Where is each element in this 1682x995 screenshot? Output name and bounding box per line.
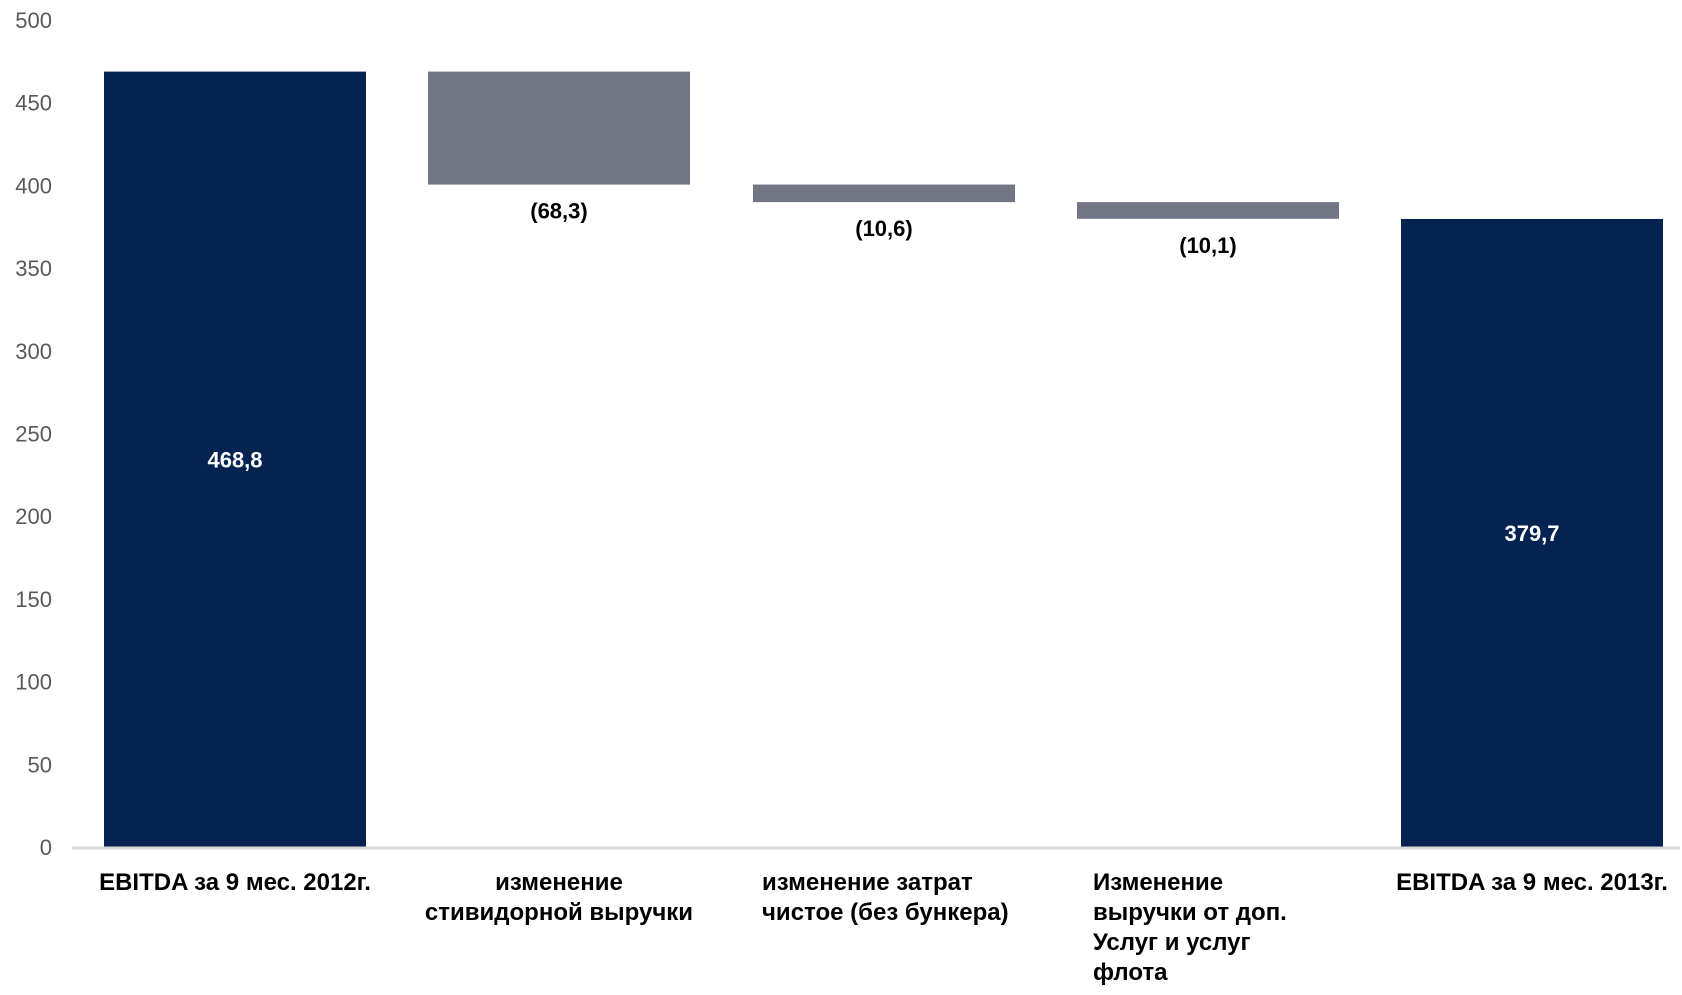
y-tick-label-4: 200 xyxy=(15,504,52,529)
y-tick-label-2: 100 xyxy=(15,670,52,695)
y-tick-label-0: 0 xyxy=(40,835,52,860)
y-tick-label-9: 450 xyxy=(15,91,52,116)
data-label-1: (68,3) xyxy=(530,199,587,224)
category-label-2-line-0: изменение затрат xyxy=(762,869,973,896)
bar-2 xyxy=(753,184,1015,203)
category-label-0: EBITDA за 9 мес. 2012г. xyxy=(99,869,371,896)
category-label-3-line-2: Услуг и услуг xyxy=(1093,929,1251,956)
y-axis-ticks: 0 50 100 150 200 250 300 350 400 450 500 xyxy=(15,8,52,860)
category-label-2-line-1: чистое (без бункера) xyxy=(762,899,1009,926)
y-tick-label-6: 300 xyxy=(15,339,52,364)
category-labels: EBITDA за 9 мес. 2012г. изменение стивидор… xyxy=(99,869,1668,986)
category-label-1-line-1: стивидорной выручки xyxy=(425,899,693,926)
category-label-2: изменение затрат чистое (без бункера) xyxy=(762,869,1009,926)
data-label-0: 468,8 xyxy=(207,447,262,472)
bars xyxy=(104,71,1663,847)
data-labels: 468,8 (68,3) (10,6) (10,1) 379,7 xyxy=(207,199,1559,546)
category-label-0-line-0: EBITDA за 9 мес. 2012г. xyxy=(99,869,371,896)
data-label-4: 379,7 xyxy=(1504,521,1559,546)
category-label-3-line-0: Изменение xyxy=(1093,869,1223,896)
y-tick-label-7: 350 xyxy=(15,256,52,281)
bar-1 xyxy=(428,71,690,185)
y-tick-label-3: 150 xyxy=(15,587,52,612)
bar-3 xyxy=(1077,202,1339,219)
y-tick-label-8: 400 xyxy=(15,173,52,198)
category-label-1: изменение стивидорной выручки xyxy=(425,869,693,926)
y-tick-label-1: 50 xyxy=(28,752,52,777)
category-label-3-line-1: выручки от доп. xyxy=(1093,899,1287,926)
y-tick-label-5: 250 xyxy=(15,422,52,447)
category-label-3-line-3: флота xyxy=(1093,959,1168,986)
category-label-3: Изменение выручки от доп. Услуг и услуг фло… xyxy=(1093,869,1287,986)
data-label-2: (10,6) xyxy=(855,216,912,241)
bar-0 xyxy=(104,71,366,847)
category-label-4-line-0: EBITDA за 9 мес. 2013г. xyxy=(1396,869,1668,896)
category-label-1-line-0: изменение xyxy=(495,869,623,896)
bar-4 xyxy=(1401,218,1663,847)
y-tick-label-10: 500 xyxy=(15,8,52,33)
category-label-4: EBITDA за 9 мес. 2013г. xyxy=(1396,869,1668,896)
data-label-3: (10,1) xyxy=(1179,233,1236,258)
